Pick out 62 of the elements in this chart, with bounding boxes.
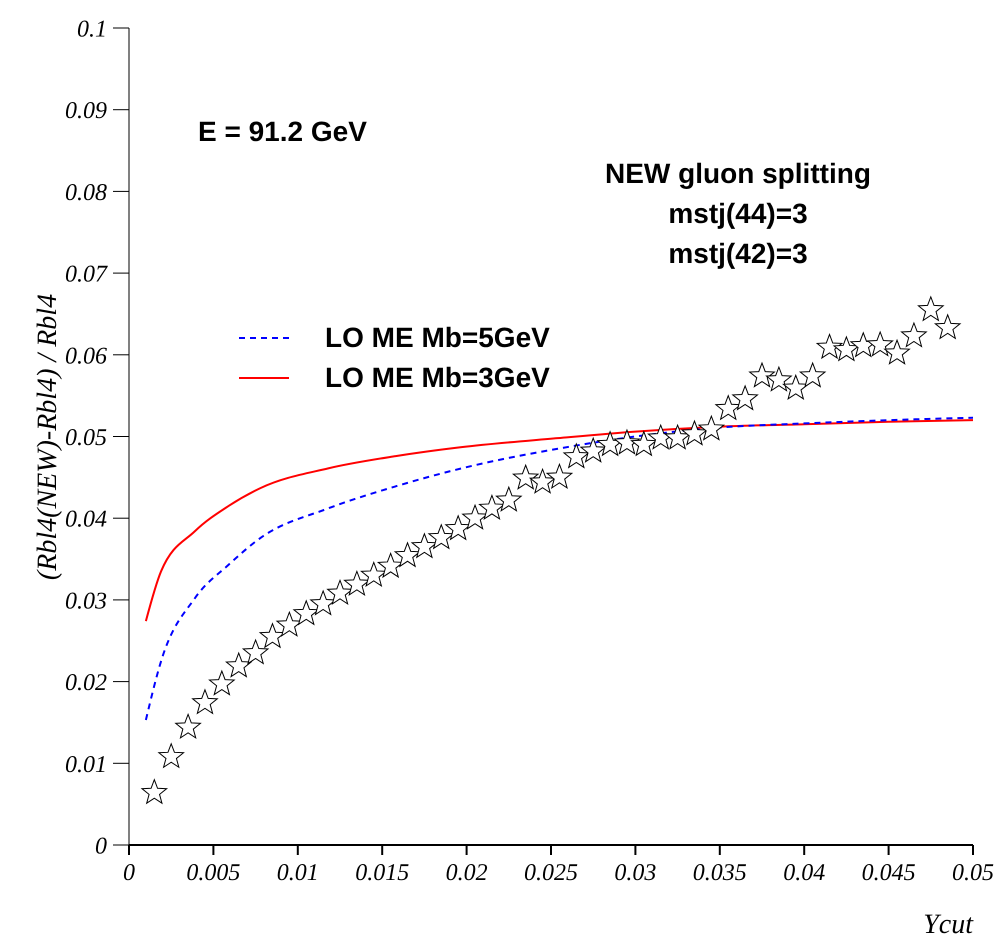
x-tick-label: 0.035 bbox=[692, 860, 747, 886]
legend-label: LO ME Mb=5GeV bbox=[325, 322, 550, 354]
point bbox=[682, 420, 708, 446]
y-tick-label: 0.08 bbox=[65, 180, 107, 206]
point bbox=[934, 314, 961, 339]
annotation: mstj(42)=3 bbox=[668, 238, 808, 270]
point bbox=[766, 366, 792, 392]
y-tick-label: 0 bbox=[95, 834, 107, 860]
point bbox=[732, 385, 758, 410]
point bbox=[800, 362, 826, 388]
point bbox=[867, 331, 894, 356]
x-tick-label: 0.04 bbox=[783, 860, 826, 886]
point bbox=[664, 424, 690, 450]
point bbox=[698, 416, 724, 440]
point bbox=[141, 779, 168, 804]
point bbox=[208, 670, 235, 696]
annotation: mstj(44)=3 bbox=[668, 198, 808, 230]
y-tick-label: 0.05 bbox=[65, 425, 107, 452]
line-series bbox=[144, 416, 973, 721]
point bbox=[496, 486, 522, 512]
annotation: E = 91.2 GeV bbox=[198, 116, 367, 148]
point bbox=[630, 431, 657, 456]
point bbox=[782, 374, 809, 400]
y-tick-label: 0.02 bbox=[65, 670, 107, 696]
point bbox=[918, 296, 944, 321]
y-tick-label: 0.04 bbox=[65, 506, 107, 533]
y-tick-label: 0.1 bbox=[77, 16, 107, 43]
point bbox=[175, 714, 201, 738]
y-tick-label: 0.03 bbox=[65, 588, 107, 614]
line-series bbox=[144, 419, 973, 622]
x-tick-label: 0.045 bbox=[862, 860, 916, 886]
point bbox=[530, 468, 556, 494]
point bbox=[834, 336, 860, 361]
point bbox=[884, 340, 910, 364]
point bbox=[563, 443, 590, 468]
x-tick-label: 0.01 bbox=[276, 860, 319, 886]
y-tick-label: 0.06 bbox=[65, 343, 107, 370]
x-axis-title: Ycut bbox=[923, 909, 973, 941]
point bbox=[158, 743, 184, 768]
x-tick-label: 0 bbox=[123, 860, 135, 886]
point bbox=[192, 689, 218, 714]
point bbox=[580, 438, 606, 462]
x-tick-label: 0.005 bbox=[186, 860, 240, 886]
x-tick-label: 0.03 bbox=[614, 860, 656, 886]
x-tick-label: 0.025 bbox=[524, 860, 578, 886]
point bbox=[614, 430, 640, 454]
annotation: NEW gluon splitting bbox=[605, 158, 871, 190]
y-tick-label: 0.09 bbox=[65, 98, 107, 124]
point bbox=[749, 362, 775, 388]
point bbox=[546, 464, 572, 488]
point bbox=[242, 640, 268, 664]
y-tick-label: 0.01 bbox=[65, 752, 107, 778]
y-axis-title: (Rbl4(NEW)-Rbl4) / Rbl4 bbox=[32, 293, 63, 580]
x-tick-label: 0.015 bbox=[355, 860, 410, 886]
x-tick-label: 0.05 bbox=[952, 860, 994, 886]
legend-label: LO ME Mb=3GeV bbox=[325, 362, 550, 394]
point bbox=[901, 322, 927, 348]
point bbox=[512, 464, 539, 490]
point bbox=[816, 334, 842, 358]
x-tick-label: 0.02 bbox=[446, 860, 488, 886]
point bbox=[226, 652, 252, 678]
y-tick-label: 0.07 bbox=[65, 262, 108, 288]
